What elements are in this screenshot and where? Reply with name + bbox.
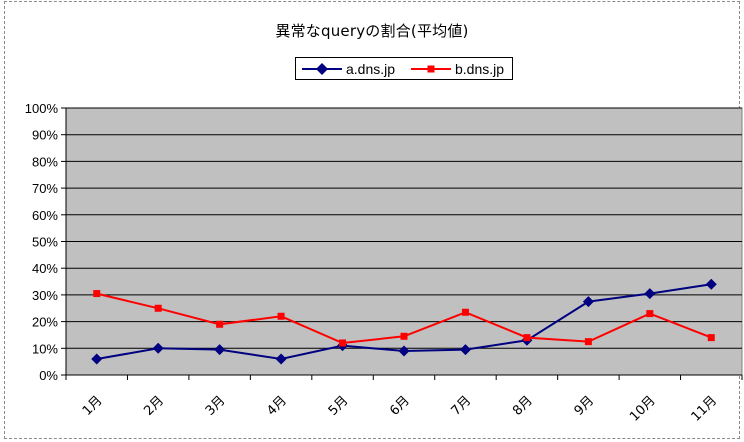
y-tick-label: 70% <box>32 181 58 196</box>
data-point-square <box>400 332 408 340</box>
x-tick-label: 2月 <box>141 393 167 419</box>
y-tick-label: 100% <box>25 101 59 116</box>
data-point-diamond <box>398 345 410 357</box>
y-tick-label: 60% <box>32 208 58 223</box>
y-tick-label: 10% <box>32 341 58 356</box>
legend-label-b-dns: b.dns.jp <box>455 60 505 77</box>
x-tick-label: 6月 <box>387 393 413 419</box>
data-point-square <box>461 308 469 316</box>
data-point-square <box>277 312 285 320</box>
data-point-square <box>523 334 531 342</box>
legend-line-b-dns-icon <box>411 65 451 72</box>
legend: a.dns.jp b.dns.jp <box>295 57 513 80</box>
x-tick-label: 7月 <box>449 393 475 419</box>
legend-entry-b-dns: b.dns.jp <box>411 58 504 79</box>
x-tick-label: 4月 <box>264 393 290 419</box>
y-tick-label: 50% <box>32 235 58 250</box>
x-tick-label: 11月 <box>689 393 720 424</box>
legend-line-a-dns-icon <box>302 62 342 75</box>
y-tick-label: 20% <box>32 315 58 330</box>
data-point-diamond <box>459 344 471 356</box>
y-tick-label: 0% <box>39 368 58 383</box>
x-tick-label: 10月 <box>627 393 658 424</box>
data-point-square <box>646 310 654 318</box>
chart-title: 異常なqueryの割合(平均値) <box>275 22 469 40</box>
data-point-diamond <box>214 344 226 356</box>
legend-entry-a-dns: a.dns.jp <box>302 58 395 79</box>
data-point-diamond <box>705 278 717 290</box>
data-point-square <box>154 304 162 312</box>
data-point-square <box>584 338 592 346</box>
x-tick-label: 3月 <box>203 393 229 419</box>
data-point-square <box>93 290 101 298</box>
data-point-square <box>339 339 347 347</box>
x-tick-label: 9月 <box>572 393 598 419</box>
data-point-diamond <box>582 296 594 308</box>
x-tick-label: 5月 <box>326 393 352 419</box>
data-point-square <box>216 320 224 328</box>
x-tick-label: 1月 <box>80 393 106 419</box>
data-point-diamond <box>644 288 656 300</box>
data-point-diamond <box>275 353 287 365</box>
x-tick-label: 8月 <box>510 393 536 419</box>
y-tick-label: 40% <box>32 261 58 276</box>
legend-label-a-dns: a.dns.jp <box>346 60 396 77</box>
y-tick-label: 90% <box>32 128 58 143</box>
y-tick-label: 30% <box>32 288 58 303</box>
data-point-diamond <box>91 353 103 365</box>
y-tick-label: 80% <box>32 154 58 169</box>
data-point-diamond <box>152 342 164 354</box>
data-point-square <box>707 334 715 342</box>
